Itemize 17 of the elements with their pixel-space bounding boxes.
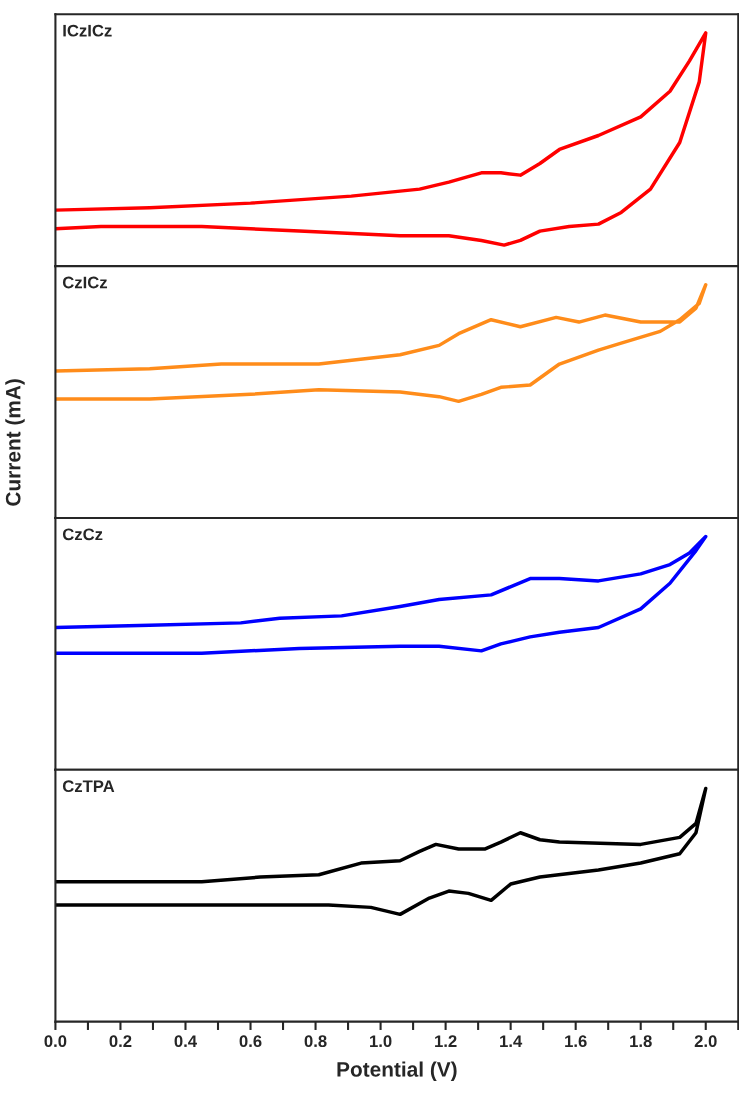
x-tick-label: 2.0 xyxy=(694,1035,717,1048)
x-tick-label: 0.6 xyxy=(239,1035,262,1048)
x-axis-title: Potential (V) xyxy=(337,1061,457,1081)
x-tick-label: 1.2 xyxy=(435,1035,457,1047)
x-tick-label: 0.2 xyxy=(109,1035,132,1048)
x-tick-label: 1.4 xyxy=(500,1035,523,1047)
x-tick-label: 1.6 xyxy=(565,1035,587,1048)
y-axis-title: Current (mA) xyxy=(5,379,25,506)
x-tick-label: 0.4 xyxy=(174,1035,197,1048)
annotation: CzCz xyxy=(62,528,103,541)
annotation: CzICz xyxy=(62,276,108,289)
annotation: CzTPA xyxy=(62,780,115,793)
annotation: ICzICz xyxy=(63,24,112,37)
x-tick-label: 0.8 xyxy=(304,1035,327,1048)
x-tick-label: 1.8 xyxy=(630,1035,652,1048)
x-tick-label: 1.0 xyxy=(370,1035,392,1048)
x-tick-label: 0.0 xyxy=(44,1035,67,1048)
